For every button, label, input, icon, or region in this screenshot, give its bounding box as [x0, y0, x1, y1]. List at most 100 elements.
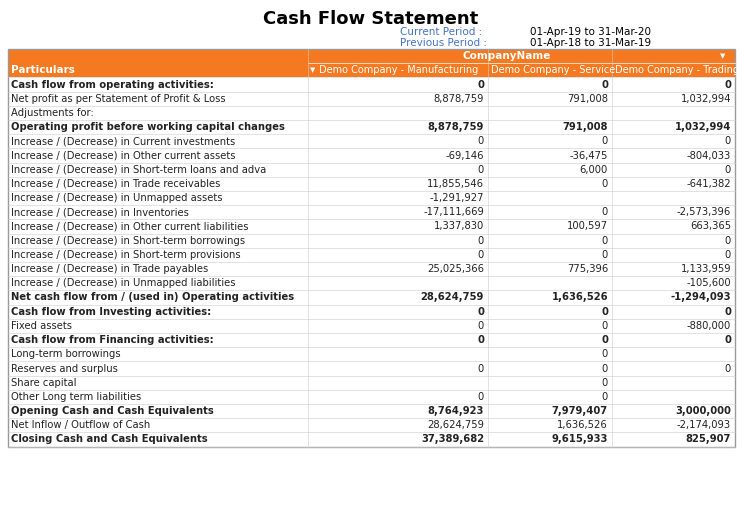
Text: -2,174,093: -2,174,093	[677, 420, 731, 430]
Text: 1,636,526: 1,636,526	[557, 420, 608, 430]
Text: 0: 0	[724, 80, 731, 89]
Text: Increase / (Decrease) in Short-term provisions: Increase / (Decrease) in Short-term prov…	[11, 250, 241, 260]
Text: 0: 0	[724, 236, 731, 246]
Text: Opening Cash and Cash Equivalents: Opening Cash and Cash Equivalents	[11, 406, 214, 416]
FancyBboxPatch shape	[8, 106, 735, 120]
Text: 0: 0	[602, 250, 608, 260]
Text: -1,294,093: -1,294,093	[670, 293, 731, 302]
Text: -105,600: -105,600	[687, 278, 731, 288]
Text: 663,365: 663,365	[690, 221, 731, 232]
Text: 0: 0	[602, 363, 608, 373]
Text: Demo Company - Trading: Demo Company - Trading	[615, 65, 739, 75]
Text: Net cash flow from / (used in) Operating activities: Net cash flow from / (used in) Operating…	[11, 293, 294, 302]
Text: Closing Cash and Cash Equivalents: Closing Cash and Cash Equivalents	[11, 434, 207, 445]
Text: Demo Company - Manufacturing: Demo Company - Manufacturing	[319, 65, 478, 75]
Text: Increase / (Decrease) in Unmapped assets: Increase / (Decrease) in Unmapped assets	[11, 193, 222, 203]
Text: Adjustments for:: Adjustments for:	[11, 108, 94, 118]
Text: 0: 0	[477, 80, 484, 89]
Text: 1,636,526: 1,636,526	[551, 293, 608, 302]
Text: 7,979,407: 7,979,407	[552, 406, 608, 416]
Text: Net profit as per Statement of Profit & Loss: Net profit as per Statement of Profit & …	[11, 94, 226, 104]
Text: 0: 0	[601, 335, 608, 345]
Text: 1,032,994: 1,032,994	[675, 122, 731, 132]
FancyBboxPatch shape	[8, 78, 735, 92]
FancyBboxPatch shape	[8, 205, 735, 219]
Text: 0: 0	[602, 392, 608, 402]
Text: 11,855,546: 11,855,546	[427, 179, 484, 189]
Text: Increase / (Decrease) in Short-term loans and adva: Increase / (Decrease) in Short-term loan…	[11, 165, 266, 175]
Text: Fixed assets: Fixed assets	[11, 321, 72, 331]
Text: 8,878,759: 8,878,759	[428, 122, 484, 132]
Text: 01-Apr-19 to 31-Mar-20: 01-Apr-19 to 31-Mar-20	[530, 27, 651, 37]
Text: Increase / (Decrease) in Current investments: Increase / (Decrease) in Current investm…	[11, 136, 236, 146]
FancyBboxPatch shape	[8, 319, 735, 333]
Text: Other Long term liabilities: Other Long term liabilities	[11, 392, 141, 402]
Text: 01-Apr-18 to 31-Mar-19: 01-Apr-18 to 31-Mar-19	[530, 38, 651, 48]
FancyBboxPatch shape	[8, 291, 735, 305]
Text: 0: 0	[602, 236, 608, 246]
Text: ▼: ▼	[720, 53, 726, 59]
FancyBboxPatch shape	[8, 49, 735, 78]
Text: 0: 0	[724, 335, 731, 345]
Text: 0: 0	[478, 236, 484, 246]
Text: 0: 0	[601, 307, 608, 317]
Text: Increase / (Decrease) in Trade receivables: Increase / (Decrease) in Trade receivabl…	[11, 179, 221, 189]
Text: 1,337,830: 1,337,830	[434, 221, 484, 232]
Text: 0: 0	[602, 207, 608, 217]
Text: 0: 0	[478, 392, 484, 402]
Text: Increase / (Decrease) in Other current liabilities: Increase / (Decrease) in Other current l…	[11, 221, 248, 232]
Text: CompanyName: CompanyName	[462, 51, 551, 61]
Text: 0: 0	[724, 307, 731, 317]
Text: 0: 0	[477, 335, 484, 345]
Text: 25,025,366: 25,025,366	[427, 264, 484, 274]
Text: 8,764,923: 8,764,923	[428, 406, 484, 416]
Text: Increase / (Decrease) in Unmapped liabilities: Increase / (Decrease) in Unmapped liabil…	[11, 278, 236, 288]
Text: 1,133,959: 1,133,959	[681, 264, 731, 274]
FancyBboxPatch shape	[8, 134, 735, 148]
FancyBboxPatch shape	[8, 361, 735, 375]
Text: 0: 0	[478, 136, 484, 146]
Text: 0: 0	[477, 307, 484, 317]
Text: Long-term borrowings: Long-term borrowings	[11, 349, 120, 359]
Text: -880,000: -880,000	[687, 321, 731, 331]
FancyBboxPatch shape	[8, 276, 735, 291]
Text: 775,396: 775,396	[567, 264, 608, 274]
Text: 0: 0	[602, 378, 608, 388]
Text: 0: 0	[601, 80, 608, 89]
Text: Increase / (Decrease) in Inventories: Increase / (Decrease) in Inventories	[11, 207, 189, 217]
Text: 0: 0	[478, 165, 484, 175]
Text: 825,907: 825,907	[686, 434, 731, 445]
Text: Cash flow from Investing activities:: Cash flow from Investing activities:	[11, 307, 211, 317]
Text: 0: 0	[478, 250, 484, 260]
Text: 0: 0	[602, 179, 608, 189]
FancyBboxPatch shape	[8, 177, 735, 191]
Text: -804,033: -804,033	[687, 150, 731, 160]
Text: 0: 0	[724, 136, 731, 146]
FancyBboxPatch shape	[8, 418, 735, 432]
FancyBboxPatch shape	[8, 163, 735, 177]
Text: Cash flow from operating activities:: Cash flow from operating activities:	[11, 80, 214, 89]
Text: 0: 0	[478, 321, 484, 331]
Text: Increase / (Decrease) in Trade payables: Increase / (Decrease) in Trade payables	[11, 264, 208, 274]
FancyBboxPatch shape	[8, 305, 735, 319]
Text: Share capital: Share capital	[11, 378, 77, 388]
Text: Demo Company - Service: Demo Company - Service	[491, 65, 615, 75]
Text: -36,475: -36,475	[570, 150, 608, 160]
Text: Previous Period :: Previous Period :	[400, 38, 487, 48]
FancyBboxPatch shape	[8, 333, 735, 347]
Text: 0: 0	[602, 349, 608, 359]
FancyBboxPatch shape	[8, 120, 735, 134]
FancyBboxPatch shape	[8, 262, 735, 276]
Text: Reserves and surplus: Reserves and surplus	[11, 363, 118, 373]
Text: -641,382: -641,382	[687, 179, 731, 189]
FancyBboxPatch shape	[8, 219, 735, 234]
Text: 0: 0	[602, 321, 608, 331]
Text: 8,878,759: 8,878,759	[433, 94, 484, 104]
Text: Operating profit before working capital changes: Operating profit before working capital …	[11, 122, 285, 132]
Text: -17,111,669: -17,111,669	[423, 207, 484, 217]
Text: 0: 0	[602, 136, 608, 146]
Text: 0: 0	[724, 250, 731, 260]
Text: 791,008: 791,008	[567, 94, 608, 104]
Text: Current Period :: Current Period :	[400, 27, 482, 37]
Text: 100,597: 100,597	[567, 221, 608, 232]
